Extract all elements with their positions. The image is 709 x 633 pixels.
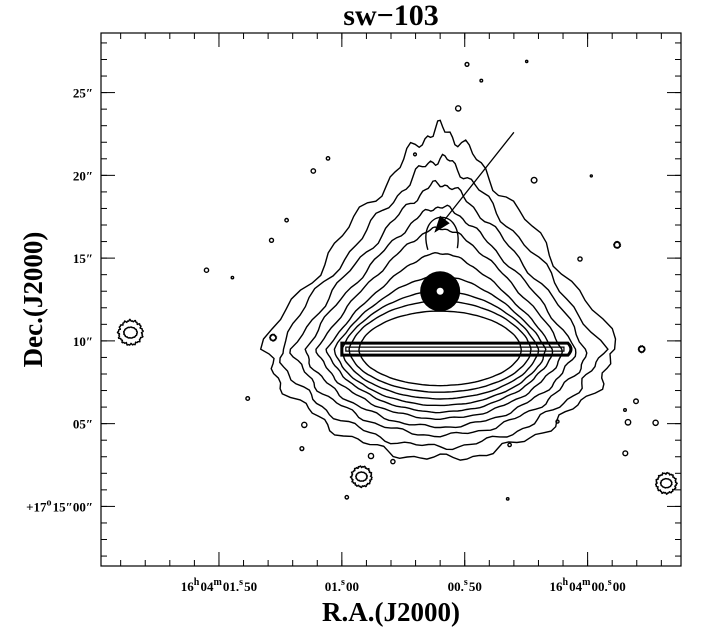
y-tick-label: 25″	[73, 86, 93, 101]
y-tick-label: 10″	[73, 334, 93, 349]
compact-source	[637, 345, 646, 354]
y-tick-label: 05″	[73, 417, 93, 432]
noise-contour	[623, 408, 628, 413]
y-tick-label: 15″	[73, 251, 93, 266]
contours	[116, 59, 678, 501]
x-tick-label: 16h 04m 01.s 50	[181, 577, 257, 594]
noise-contour	[652, 419, 659, 427]
compact-source-inner	[122, 326, 139, 339]
compact-source	[349, 465, 373, 489]
noise-contour	[310, 168, 317, 174]
noise-contour	[577, 256, 583, 262]
noise-contour	[505, 496, 510, 501]
noise-contour	[507, 442, 512, 448]
noise-contour	[390, 458, 396, 465]
compact-source	[268, 333, 278, 342]
arrow-line	[434, 131, 515, 233]
noise-contour	[300, 421, 308, 429]
noise-contour	[555, 419, 560, 424]
contour-level	[289, 179, 588, 438]
x-tick-label: 00.s 50	[448, 577, 482, 594]
contour-level	[315, 226, 563, 420]
marked-source-center	[436, 287, 444, 295]
compact-source-inner	[355, 471, 369, 482]
noise-contour	[203, 267, 210, 274]
noise-contour	[622, 450, 629, 457]
contour-level	[333, 275, 547, 407]
noise-contour	[284, 217, 289, 223]
compact-source	[612, 240, 622, 249]
noise-contour	[589, 174, 593, 178]
compact-source	[654, 471, 678, 496]
x-axis-title: R.A.(J2000)	[322, 597, 460, 627]
noise-contour	[367, 452, 375, 460]
contour-level	[259, 119, 617, 461]
arrow-head	[434, 215, 450, 233]
contour-level	[348, 300, 532, 393]
noise-contour	[268, 237, 275, 244]
compact-source-inner	[659, 477, 673, 489]
noise-contour	[464, 61, 470, 67]
tick-marks	[101, 33, 681, 566]
noise-contour	[633, 398, 640, 405]
contour-level	[325, 251, 554, 414]
contour-level	[358, 310, 522, 387]
noise-contour	[344, 494, 350, 500]
noise-contour	[299, 446, 305, 452]
chart-title: sw−103	[343, 0, 438, 32]
noise-contour	[325, 155, 331, 161]
noise-contour	[624, 418, 632, 426]
contour-level	[304, 204, 577, 429]
noise-contour	[479, 78, 484, 83]
saturated-strip	[340, 341, 573, 357]
noise-contour	[530, 176, 538, 184]
compact-source	[116, 318, 144, 346]
plot-frame	[100, 32, 682, 567]
noise-contour	[230, 275, 235, 280]
x-tick-label: 01.s 00	[325, 577, 359, 594]
saturated-strip-inner	[345, 346, 565, 352]
noise-contour	[524, 59, 529, 64]
y-tick-label: 20″	[73, 168, 93, 183]
y-axis-title: Dec.(J2000)	[18, 232, 48, 368]
noise-contour	[245, 396, 251, 402]
noise-contour	[412, 152, 418, 157]
x-tick-label: 16h 04m 00.s 00	[549, 577, 625, 594]
y-tick-label: +17o 15″00″	[26, 497, 93, 514]
noise-contour	[454, 105, 462, 112]
